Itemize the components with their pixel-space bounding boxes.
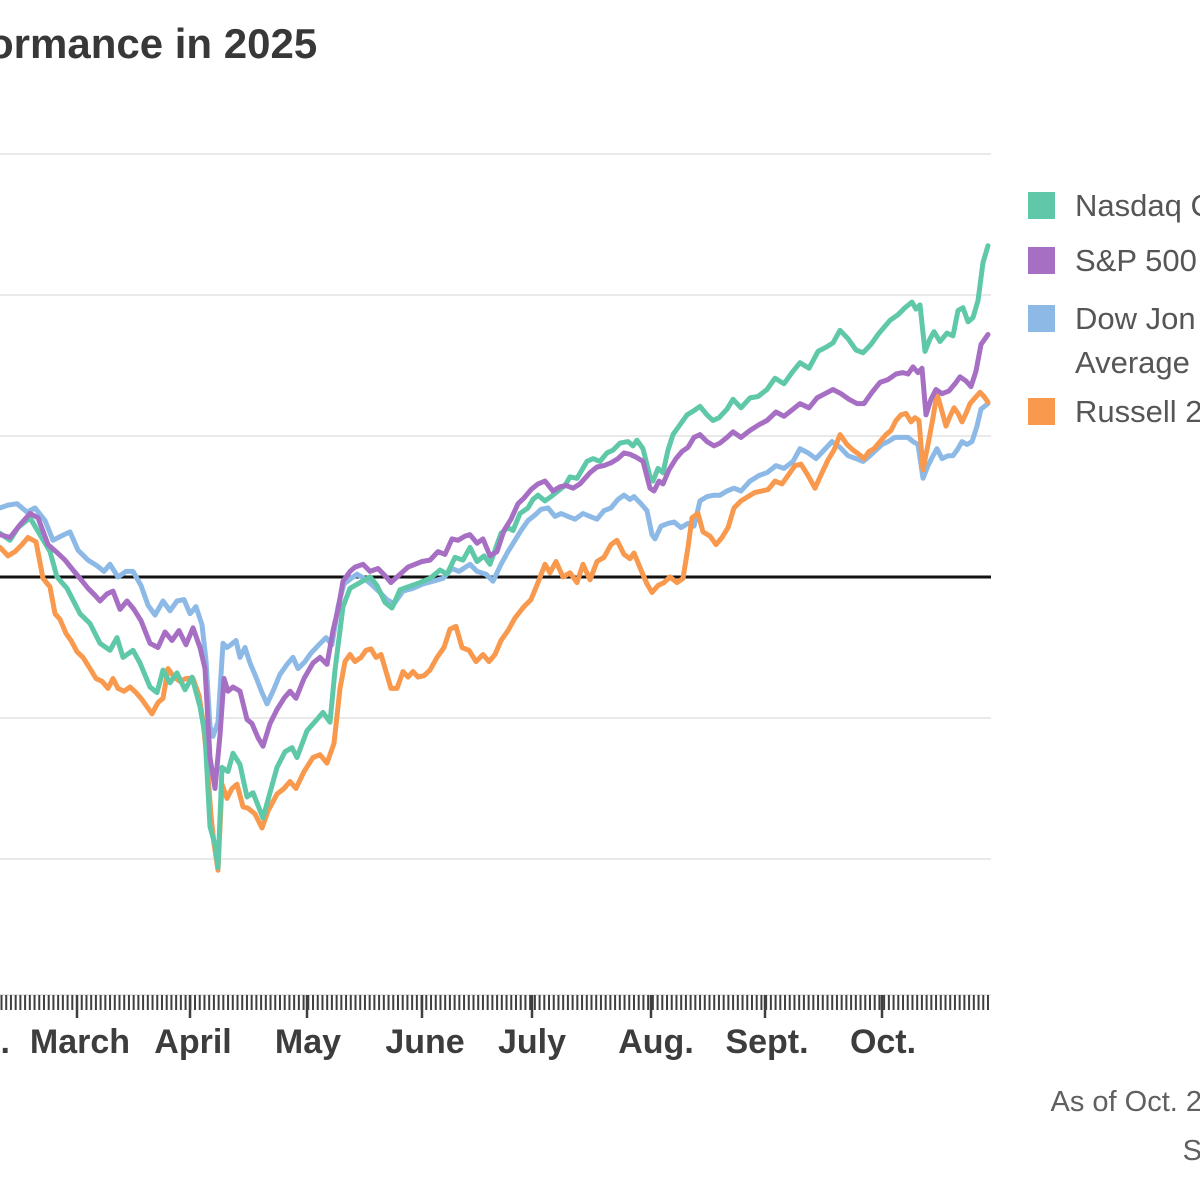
legend-item-nasdaq: Nasdaq C bbox=[1028, 188, 1200, 228]
daily-tick-marks bbox=[0, 995, 989, 1010]
month-label-sept: Sept. bbox=[725, 1023, 809, 1061]
legend-item-russell: Russell 2 bbox=[1028, 394, 1200, 434]
russell-color-swatch-icon bbox=[1028, 398, 1055, 425]
series-line-nasdaq bbox=[0, 243, 991, 870]
legend-label-dow-line1: Dow Jon bbox=[1075, 301, 1196, 336]
source-note: As of Oct. 2 S bbox=[1051, 1078, 1200, 1176]
nasdaq-color-swatch-icon bbox=[1028, 192, 1055, 219]
series-line-sp500 bbox=[0, 332, 991, 791]
chart-legend: Nasdaq C S&P 500 Dow Jon Average Russell… bbox=[1028, 0, 1200, 500]
month-label-oct: Oct. bbox=[849, 1023, 917, 1061]
month-label-july: July bbox=[497, 1023, 567, 1061]
month-boundary-ticks bbox=[75, 995, 884, 1018]
legend-label-dow-line2: Average bbox=[1075, 345, 1190, 380]
x-axis-month-labels: Feb. March April May June July Aug. Sept. Oct. bbox=[0, 1023, 1000, 1073]
series-line-dow bbox=[0, 401, 991, 739]
legend-label-russell: Russell 2 bbox=[1075, 394, 1200, 429]
legend-item-dow: Dow Jon Average bbox=[1028, 301, 1196, 385]
sp500-color-swatch-icon bbox=[1028, 247, 1055, 274]
month-label-may: May bbox=[274, 1023, 342, 1061]
legend-label-nasdaq: Nasdaq C bbox=[1075, 188, 1200, 223]
legend-label-dow: Dow Jon Average bbox=[1075, 297, 1196, 385]
month-label-march: March bbox=[29, 1023, 131, 1061]
month-label-june: June bbox=[385, 1023, 465, 1061]
dow-color-swatch-icon bbox=[1028, 305, 1055, 332]
month-label-april: April bbox=[154, 1023, 232, 1061]
month-label-feb: Feb. bbox=[0, 1023, 10, 1061]
as-of-date: As of Oct. 2 bbox=[1050, 1086, 1200, 1118]
legend-item-sp500: S&P 500 bbox=[1028, 243, 1197, 283]
chart-title: ormance in 2025 bbox=[0, 20, 318, 67]
source-line: S bbox=[1182, 1135, 1200, 1167]
legend-label-sp500: S&P 500 bbox=[1075, 243, 1197, 278]
month-label-aug: Aug. bbox=[618, 1023, 694, 1061]
series-line-russell bbox=[0, 389, 991, 873]
